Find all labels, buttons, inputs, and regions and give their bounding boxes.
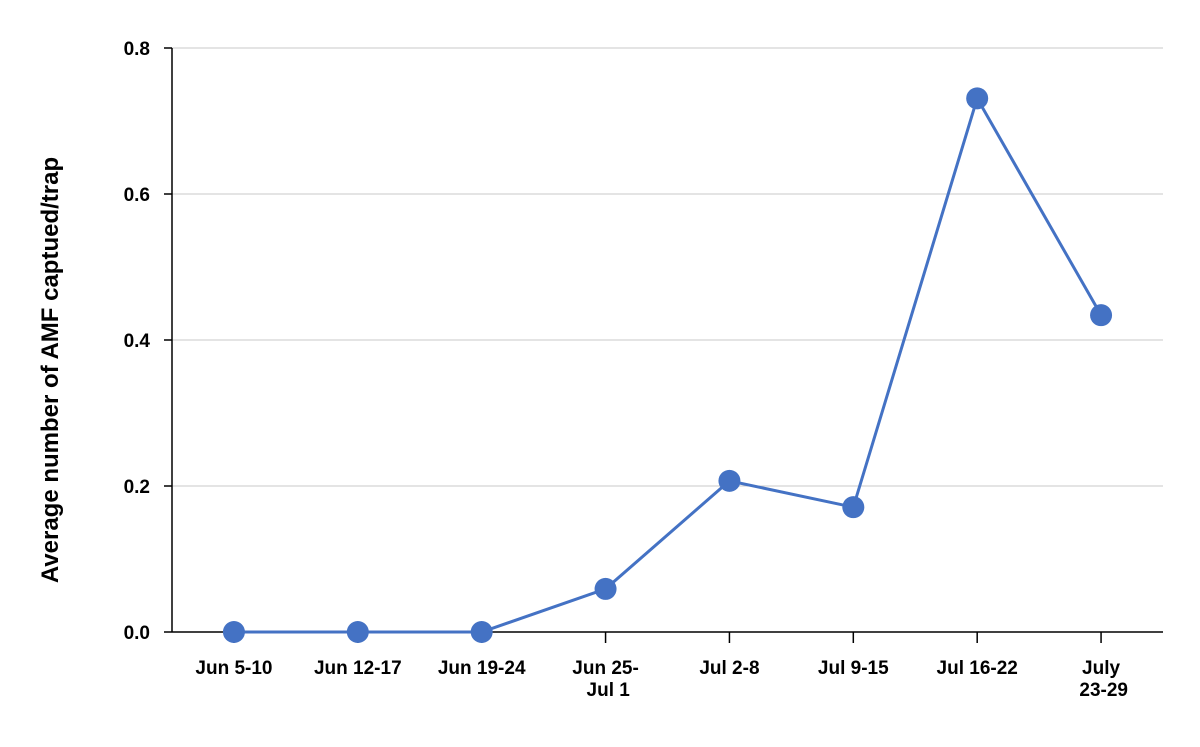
y-axis-label: Average number of AMF captued/trap bbox=[37, 157, 64, 583]
y-tick-label: 0.4 bbox=[124, 331, 151, 352]
data-point bbox=[718, 469, 741, 492]
data-point bbox=[346, 621, 369, 643]
data-point bbox=[842, 496, 865, 519]
x-tick-label: Jul 2-8 bbox=[699, 658, 759, 679]
x-tick-label: Jun 25- Jul 1 bbox=[572, 658, 639, 701]
x-tick-label: Jul 16-22 bbox=[937, 658, 1018, 679]
x-tick-label: Jul 9-15 bbox=[818, 658, 889, 679]
x-tick-label: Jun 12-17 bbox=[314, 658, 402, 679]
x-tick-label: Jun 5-10 bbox=[195, 658, 272, 679]
x-tick-label: July 23-29 bbox=[1074, 658, 1128, 701]
data-point bbox=[966, 87, 989, 110]
series-line bbox=[233, 94, 1103, 634]
x-tick-label: Jun 19-24 bbox=[438, 658, 526, 679]
y-tick-label: 0.0 bbox=[124, 623, 150, 644]
data-point bbox=[594, 577, 617, 600]
data-point bbox=[1090, 304, 1113, 327]
data-point bbox=[470, 621, 493, 643]
y-tick-label: 0.8 bbox=[124, 39, 150, 60]
data-point bbox=[222, 621, 245, 643]
y-tick-label: 0.2 bbox=[124, 477, 150, 498]
y-tick-label: 0.6 bbox=[124, 185, 150, 206]
